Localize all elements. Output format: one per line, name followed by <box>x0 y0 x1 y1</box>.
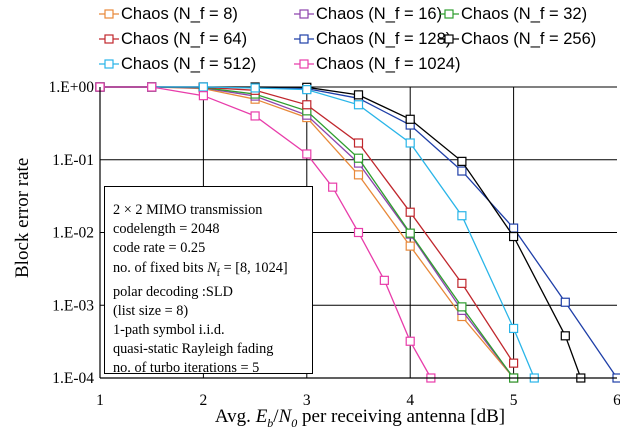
data-point <box>147 82 157 92</box>
data-point <box>405 114 415 124</box>
annotation-line-codelength: codelength = 2048 <box>113 221 220 238</box>
legend-marker-icon <box>99 34 119 44</box>
legend-marker-box <box>104 9 114 19</box>
data-point <box>405 241 415 251</box>
annotation-line-path: 1-path symbol i.i.d. <box>113 322 225 339</box>
legend-marker-box <box>299 9 309 19</box>
data-point <box>457 278 467 288</box>
legend-marker-box <box>299 34 309 44</box>
data-point <box>509 323 519 334</box>
data-point <box>353 90 364 100</box>
data-point <box>250 111 260 121</box>
legend-label: Chaos (N_f = 512) <box>121 55 257 73</box>
legend-label: Chaos (N_f = 128) <box>316 30 452 48</box>
x-tick-label: 2 <box>200 392 208 409</box>
series-layer <box>95 82 620 383</box>
annotation-line-coderate: code rate = 0.25 <box>113 240 206 257</box>
data-point <box>302 149 312 159</box>
annotation-line-mimo: 2 × 2 MIMO transmission <box>113 202 263 218</box>
y-tick-label: 1.E-02 <box>52 225 94 242</box>
x-tick-label: 6 <box>613 392 620 409</box>
annotation-line-turbo: no. of turbo iterations = 5 <box>113 360 260 377</box>
data-point <box>509 358 519 368</box>
data-point <box>405 138 415 148</box>
data-point <box>457 166 467 176</box>
legend-marker-box <box>444 9 454 19</box>
data-point <box>457 156 467 166</box>
legend-label: Chaos (N_f = 256) <box>461 30 597 48</box>
x-tick-label: 5 <box>510 392 518 409</box>
x-tick-label: 4 <box>406 392 414 409</box>
data-point <box>302 100 312 110</box>
data-point <box>379 275 389 285</box>
legend-marker-icon <box>294 9 314 19</box>
legend-label: Chaos (N_f = 16) <box>316 5 443 23</box>
y-tick-label: 1.E+00 <box>49 79 95 96</box>
data-point <box>560 331 570 341</box>
data-point <box>353 227 364 238</box>
data-point <box>509 223 519 233</box>
legend-marker-icon <box>294 59 314 69</box>
legend-marker-icon <box>99 59 119 69</box>
y-tick-label: 1.E-04 <box>52 370 94 387</box>
annotation-line-decoding: polar decoding :SLD <box>113 283 233 300</box>
data-point <box>198 91 208 101</box>
data-point <box>328 182 338 192</box>
series-line <box>100 86 432 379</box>
data-point <box>560 297 570 307</box>
annotation-line-fixed-bits: no. of fixed bits Nf = [8, 1024] <box>113 259 288 279</box>
data-point <box>405 228 415 238</box>
legend-label: Chaos (N_f = 1024) <box>316 55 461 73</box>
y-tick-label: 1.E-03 <box>52 297 94 314</box>
legend-label: Chaos (N_f = 32) <box>461 5 588 23</box>
legend-marker-icon <box>439 9 459 19</box>
annotation-box: 2 × 2 MIMO transmission codelength = 204… <box>104 186 313 376</box>
legend: Chaos (N_f = 8) Chaos (N_f = 16) Chaos (N_… <box>99 2 619 82</box>
legend-marker-icon <box>294 34 314 44</box>
legend-marker-icon <box>99 9 119 19</box>
series-line <box>100 86 535 379</box>
axes: 1.E+00 1.E-01 1.E-02 1.E-03 1.E-041 2 3 4 5 6 <box>49 79 620 409</box>
data-point <box>457 211 467 221</box>
data-point <box>250 83 260 93</box>
x-tick-label: 1 <box>96 392 104 409</box>
data-point <box>405 207 415 217</box>
legend-label: Chaos (N_f = 8) <box>121 5 238 23</box>
y-tick-label: 1.E-01 <box>52 152 94 169</box>
data-point <box>353 100 364 110</box>
legend-marker-icon <box>439 34 459 44</box>
data-point <box>457 302 467 312</box>
legend-marker-box <box>104 34 114 44</box>
x-axis-label: Avg. Eb/N0 per receiving antenna [dB] <box>214 406 506 430</box>
data-point <box>353 170 364 180</box>
data-point <box>353 153 364 163</box>
data-point <box>302 85 312 95</box>
data-point <box>509 231 519 242</box>
annotation-line-listsize: (list size = 8) <box>113 302 189 319</box>
x-tick-label: 3 <box>303 392 311 409</box>
legend-marker-box <box>444 34 454 44</box>
data-point <box>353 138 364 148</box>
y-axis-label: Block error rate <box>12 157 33 278</box>
annotation-line-fading: quasi-static Rayleigh fading <box>113 341 274 358</box>
legend-marker-box <box>104 59 114 69</box>
legend-marker-box <box>299 59 309 69</box>
legend-label: Chaos (N_f = 64) <box>121 30 248 48</box>
data-point <box>405 336 415 346</box>
data-point <box>198 82 208 92</box>
series-7 <box>95 82 436 383</box>
